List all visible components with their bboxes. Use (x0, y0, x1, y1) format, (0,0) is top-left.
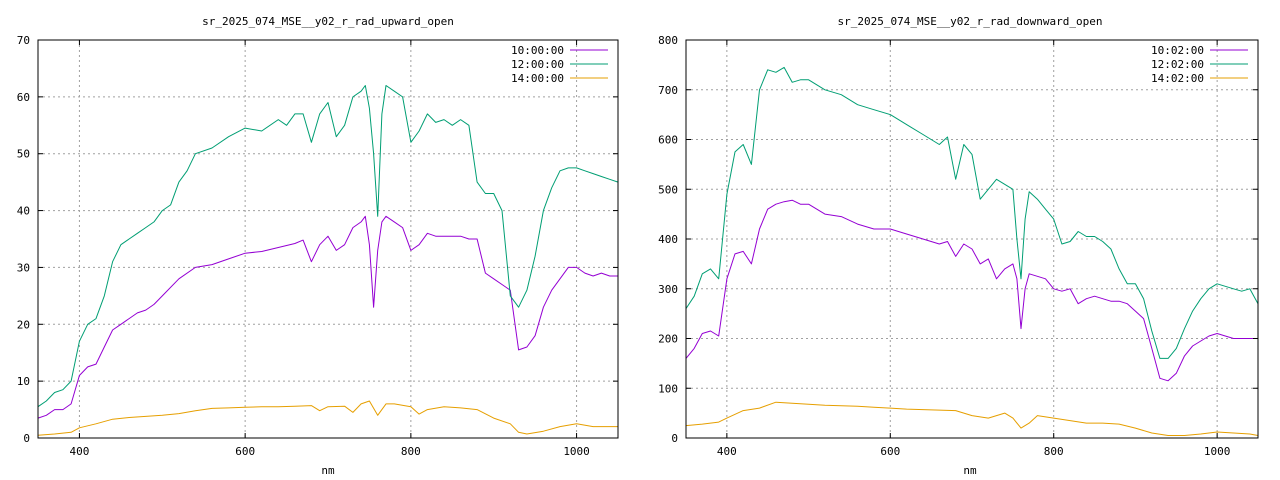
legend-label: 10:00:00 (511, 44, 564, 57)
x-tick-label: 600 (880, 445, 900, 458)
x-tick-label: 800 (401, 445, 421, 458)
series-line (37, 85, 619, 408)
plot-frame (37, 39, 619, 439)
y-tick-label: 30 (17, 261, 30, 274)
y-tick-label: 500 (658, 183, 678, 196)
y-tick-label: 300 (658, 283, 678, 296)
y-tick-label: 800 (658, 34, 678, 47)
legend-label: 14:02:00 (1151, 72, 1204, 85)
legend-label: 10:02:00 (1151, 44, 1204, 57)
y-tick-label: 40 (17, 205, 30, 218)
y-tick-label: 70 (17, 34, 30, 47)
series-line (685, 199, 1258, 382)
series-line (37, 215, 618, 419)
y-tick-label: 50 (17, 148, 30, 161)
legend-label: 12:00:00 (511, 58, 564, 71)
x-axis-label: nm (963, 464, 977, 477)
series-line (37, 400, 618, 436)
x-tick-label: 400 (717, 445, 737, 458)
y-tick-label: 0 (671, 432, 678, 445)
x-tick-label: 1000 (1204, 445, 1231, 458)
y-tick-label: 10 (17, 375, 30, 388)
y-tick-label: 60 (17, 91, 30, 104)
upward-radiance-panel: sr_2025_074_MSE__y02_r_rad_upward_open n… (17, 15, 619, 477)
y-tick-label: 200 (658, 333, 678, 346)
series-line (685, 401, 1259, 436)
x-tick-label: 1000 (563, 445, 590, 458)
x-tick-label: 800 (1044, 445, 1064, 458)
x-axis-label: nm (321, 464, 335, 477)
x-tick-label: 600 (235, 445, 255, 458)
x-tick-label: 400 (69, 445, 89, 458)
chart-title: sr_2025_074_MSE__y02_r_rad_downward_open (838, 15, 1103, 28)
y-tick-label: 600 (658, 134, 678, 147)
y-tick-label: 0 (23, 432, 30, 445)
downward-radiance-panel: sr_2025_074_MSE__y02_r_rad_downward_open… (658, 15, 1259, 477)
legend-label: 14:00:00 (511, 72, 564, 85)
y-tick-label: 400 (658, 233, 678, 246)
y-tick-label: 20 (17, 318, 30, 331)
y-tick-label: 100 (658, 382, 678, 395)
chart-title: sr_2025_074_MSE__y02_r_rad_upward_open (202, 15, 454, 28)
series-line (685, 66, 1259, 359)
y-tick-label: 700 (658, 84, 678, 97)
legend-label: 12:02:00 (1151, 58, 1204, 71)
